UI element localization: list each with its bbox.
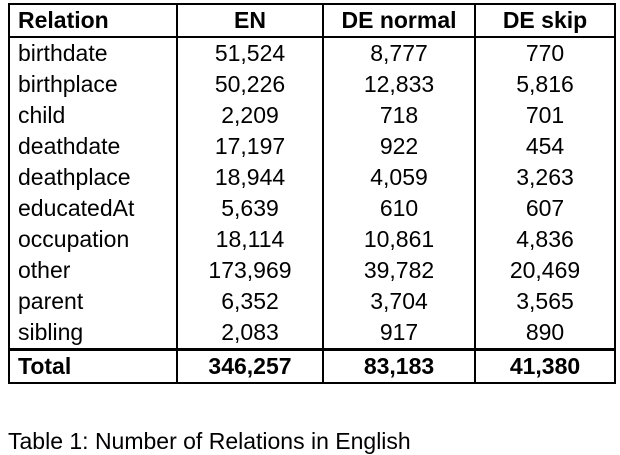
caption: Table 1: Number of Relations in English: [8, 428, 411, 454]
table-row: birthplace 50,226 12,833 5,816: [8, 69, 616, 100]
cell-value: 610: [322, 193, 476, 224]
relation-name: deathdate: [8, 131, 178, 162]
total-row: Total 346,257 83,183 41,380: [8, 348, 616, 383]
table-row: occupation 18,114 10,861 4,836: [8, 224, 616, 255]
cell-value: 3,263: [474, 162, 616, 193]
relation-name: parent: [8, 286, 178, 317]
cell-value: 8,777: [322, 37, 476, 69]
cell-value: 18,114: [176, 224, 324, 255]
table-row: child 2,209 718 701: [8, 100, 616, 131]
cell-value: 5,639: [176, 193, 324, 224]
cell-value: 6,352: [176, 286, 324, 317]
cell-value: 607: [474, 193, 616, 224]
table-body: birthdate 51,524 8,777 770 birthplace 50,226 1…: [8, 37, 616, 383]
page: Relation EN DE normal DE skip birthdate 51,5…: [8, 3, 616, 454]
table-row: deathplace 18,944 4,059 3,263: [8, 162, 616, 193]
cell-value: 4,059: [322, 162, 476, 193]
cell-value: 173,969: [176, 255, 324, 286]
total-value: 346,257: [176, 348, 324, 383]
cell-value: 39,782: [322, 255, 476, 286]
table-row: other 173,969 39,782 20,469: [8, 255, 616, 286]
cell-value: 770: [474, 37, 616, 69]
total-value: 41,380: [474, 348, 616, 383]
relation-name: birthdate: [8, 37, 178, 69]
column-header: EN: [176, 4, 324, 38]
table-row: sibling 2,083 917 890: [8, 317, 616, 350]
cell-value: 454: [474, 131, 616, 162]
cell-value: 3,565: [474, 286, 616, 317]
cell-value: 890: [474, 317, 616, 350]
relation-name: occupation: [8, 224, 178, 255]
cell-value: 12,833: [322, 69, 476, 100]
table-row: educatedAt 5,639 610 607: [8, 193, 616, 224]
total-label: Total: [8, 348, 178, 383]
cell-value: 50,226: [176, 69, 324, 100]
relation-name: educatedAt: [8, 193, 178, 224]
relation-name: sibling: [8, 317, 178, 350]
relation-name: deathplace: [8, 162, 178, 193]
cell-value: 718: [322, 100, 476, 131]
cell-value: 18,944: [176, 162, 324, 193]
relation-name: other: [8, 255, 178, 286]
cell-value: 4,836: [474, 224, 616, 255]
relation-name: child: [8, 100, 178, 131]
cell-value: 701: [474, 100, 616, 131]
column-header: Relation: [8, 4, 178, 38]
cell-value: 17,197: [176, 131, 324, 162]
relation-name: birthplace: [8, 69, 178, 100]
cell-value: 2,209: [176, 100, 324, 131]
total-value: 83,183: [322, 348, 476, 383]
header-row: Relation EN DE normal DE skip: [8, 4, 616, 38]
relations-table: Relation EN DE normal DE skip birthdate 51,5…: [8, 3, 616, 384]
column-header: DE skip: [474, 4, 616, 38]
cell-value: 922: [322, 131, 476, 162]
cell-value: 5,816: [474, 69, 616, 100]
table-row: birthdate 51,524 8,777 770: [8, 37, 616, 69]
cell-value: 51,524: [176, 37, 324, 69]
cell-value: 10,861: [322, 224, 476, 255]
cell-value: 917: [322, 317, 476, 350]
table-row: parent 6,352 3,704 3,565: [8, 286, 616, 317]
cell-value: 20,469: [474, 255, 616, 286]
cell-value: 2,083: [176, 317, 324, 350]
column-header: DE normal: [322, 4, 476, 38]
table-row: deathdate 17,197 922 454: [8, 131, 616, 162]
cell-value: 3,704: [322, 286, 476, 317]
